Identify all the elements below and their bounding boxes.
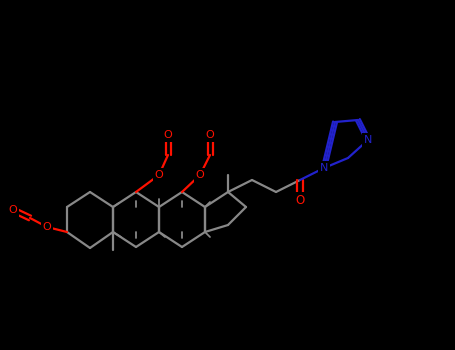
Text: O: O [206, 130, 214, 140]
Text: O: O [196, 170, 204, 180]
Text: O: O [43, 222, 51, 232]
Text: O: O [155, 170, 163, 180]
Text: N: N [364, 135, 372, 145]
Text: O: O [9, 205, 17, 215]
Text: N: N [320, 163, 328, 173]
Text: O: O [164, 130, 172, 140]
Text: O: O [295, 194, 305, 206]
